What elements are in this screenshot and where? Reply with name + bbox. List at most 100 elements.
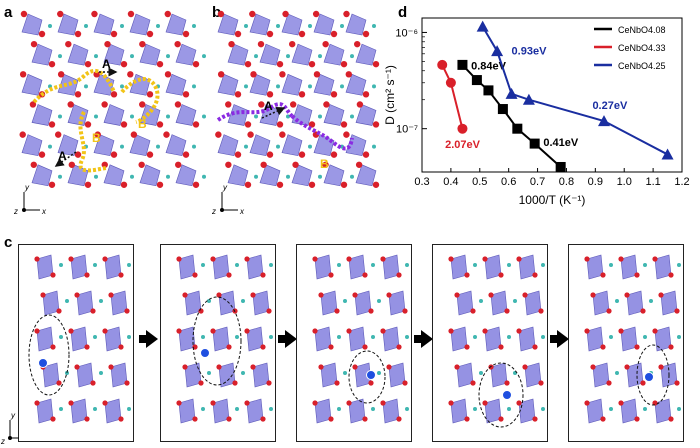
cerium-atom bbox=[166, 174, 170, 179]
oxygen-atom bbox=[68, 161, 76, 168]
oxygen-atom bbox=[30, 40, 38, 48]
cerium-atom bbox=[337, 407, 341, 411]
oxygen-atom bbox=[110, 30, 118, 38]
oxygen-atom bbox=[48, 181, 56, 188]
frame-3-lattice bbox=[312, 254, 409, 424]
oxygen-atom bbox=[182, 91, 190, 98]
oxygen-atom bbox=[164, 10, 171, 18]
oxygen-atom bbox=[298, 30, 306, 38]
path-label-b-a: A bbox=[264, 99, 273, 113]
frame-2 bbox=[160, 244, 276, 442]
oxygen-atom bbox=[289, 101, 297, 108]
frame-2-lattice bbox=[176, 254, 273, 424]
oxygen-atom bbox=[124, 380, 130, 386]
polyhedron bbox=[217, 13, 239, 36]
oxygen-atom bbox=[244, 256, 250, 262]
axis-y-b: y bbox=[222, 183, 228, 192]
polyhedron bbox=[57, 134, 79, 156]
oxygen-atom bbox=[308, 181, 316, 188]
x-tick-label: 0.8 bbox=[559, 176, 574, 188]
oxygen-atom bbox=[308, 121, 316, 128]
cerium-atom bbox=[235, 263, 239, 267]
oxygen-atom bbox=[74, 364, 80, 370]
cerium-atom bbox=[59, 335, 63, 339]
cerium-atom bbox=[507, 407, 511, 411]
cerium-atom bbox=[308, 144, 312, 149]
interstitial-oxygen bbox=[502, 390, 512, 400]
polyhedron bbox=[281, 13, 303, 36]
path-b-left bbox=[78, 111, 107, 173]
data-point bbox=[457, 123, 468, 134]
oxygen-atom bbox=[396, 416, 402, 422]
oxygen-atom bbox=[101, 161, 108, 168]
frame-1 bbox=[18, 244, 134, 442]
cerium-atom bbox=[541, 263, 545, 267]
oxygen-atom bbox=[298, 91, 306, 98]
oxygen-atom bbox=[174, 101, 182, 108]
structure-b-lattice bbox=[215, 10, 380, 188]
polyhedron bbox=[281, 73, 303, 96]
x-tick-label: 0.5 bbox=[472, 176, 487, 188]
oxygen-atom bbox=[146, 91, 154, 98]
cerium-atom bbox=[643, 263, 647, 267]
oxygen-atom bbox=[102, 328, 108, 334]
polyhedron bbox=[67, 43, 89, 66]
oxygen-atom bbox=[174, 40, 181, 48]
polyhedron bbox=[67, 164, 89, 187]
oxygen-atom bbox=[84, 121, 92, 128]
oxygen-atom bbox=[340, 60, 348, 68]
cerium-atom bbox=[405, 335, 409, 339]
oxygen-atom bbox=[276, 60, 284, 68]
cerium-atom bbox=[337, 263, 341, 267]
oxygen-atom bbox=[30, 161, 37, 168]
cerium-atom bbox=[269, 335, 273, 339]
oxygen-atom bbox=[600, 272, 606, 278]
oxygen-atom bbox=[634, 272, 640, 278]
data-point bbox=[471, 75, 482, 86]
polyhedron bbox=[175, 43, 197, 66]
oxygen-atom bbox=[289, 40, 296, 48]
oxygen-atom bbox=[50, 416, 56, 422]
oxygen-atom bbox=[48, 60, 56, 68]
oxygen-atom bbox=[74, 151, 82, 158]
cerium-atom bbox=[269, 263, 273, 267]
oxygen-atom bbox=[244, 60, 252, 68]
oxygen-atom bbox=[84, 416, 90, 422]
oxygen-atom bbox=[340, 121, 348, 128]
frame-4 bbox=[432, 244, 548, 442]
data-point bbox=[476, 20, 489, 32]
data-point bbox=[457, 59, 468, 70]
cerium-atom bbox=[473, 263, 477, 267]
oxygen-atom bbox=[257, 40, 265, 48]
cerium-atom bbox=[241, 299, 245, 303]
x-tick-label: 1.1 bbox=[645, 176, 660, 188]
polyhedron bbox=[227, 43, 249, 66]
cerium-atom bbox=[276, 24, 280, 28]
oxygen-atom bbox=[266, 91, 274, 98]
oxygen-atom bbox=[249, 10, 256, 18]
oxygen-atom bbox=[101, 101, 108, 108]
step-arrow-1 bbox=[146, 330, 158, 348]
x-tick-label: 0.6 bbox=[501, 176, 516, 188]
oxygen-atom bbox=[448, 328, 454, 334]
oxygen-atom bbox=[94, 131, 101, 138]
cerium-atom bbox=[58, 174, 62, 179]
oxygen-atom bbox=[210, 400, 216, 406]
cerium-atom bbox=[244, 144, 248, 149]
data-point bbox=[598, 115, 610, 127]
polyhedron bbox=[21, 13, 43, 36]
cerium-atom bbox=[94, 114, 98, 119]
oxygen-atom bbox=[216, 292, 222, 298]
oxygen-atom bbox=[298, 151, 306, 158]
oxygen-atom bbox=[50, 344, 56, 350]
oxygen-atom bbox=[346, 256, 352, 262]
oxygen-atom bbox=[318, 364, 324, 370]
polyhedron bbox=[175, 164, 197, 187]
oxygen-atom bbox=[634, 416, 640, 422]
oxygen-atom bbox=[634, 344, 640, 350]
oxygen-atom bbox=[55, 131, 62, 138]
polyhedron bbox=[345, 73, 367, 96]
cerium-atom bbox=[479, 371, 483, 375]
oxygen-atom bbox=[345, 71, 352, 78]
structure-b: A B y z x bbox=[211, 10, 380, 216]
